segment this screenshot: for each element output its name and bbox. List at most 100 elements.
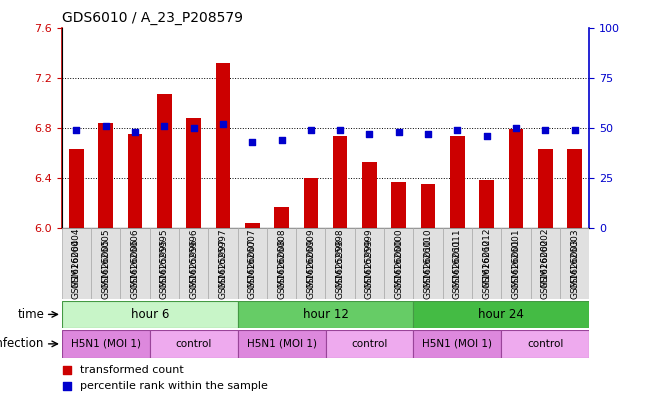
Point [276,137,286,143]
Bar [238,228,267,299]
Text: GSM1625997: GSM1625997 [219,228,227,288]
Bar [333,136,348,228]
Text: hour 6: hour 6 [131,308,169,321]
Bar [384,228,413,299]
Text: GSM1626006: GSM1626006 [131,239,139,299]
Bar [215,62,230,228]
Text: control: control [176,339,212,349]
Text: GSM1626004: GSM1626004 [72,228,81,288]
Bar [421,184,436,228]
Text: GSM1626002: GSM1626002 [541,228,549,288]
Text: GSM1625996: GSM1625996 [189,239,198,299]
Bar [567,149,582,228]
Point [540,127,550,133]
Bar [179,228,208,299]
Text: GSM1626001: GSM1626001 [512,239,520,299]
Bar [508,129,523,228]
Point [569,127,579,133]
Bar [150,330,238,358]
Text: control: control [352,339,387,349]
Bar [391,182,406,228]
Bar [413,301,589,328]
Text: GSM1626007: GSM1626007 [248,239,256,299]
Bar [62,228,91,299]
Bar [267,228,296,299]
Text: GSM1626010: GSM1626010 [424,228,432,288]
Point [335,127,345,133]
Bar [150,228,179,299]
Point [217,121,228,127]
Text: GSM1625995: GSM1625995 [160,228,169,288]
Bar [245,223,260,228]
Text: GSM1626009: GSM1626009 [307,239,315,299]
Text: GSM1626012: GSM1626012 [482,228,491,288]
Bar [69,149,84,228]
Bar [238,330,326,358]
Bar [531,228,560,299]
Bar [62,330,150,358]
Bar [238,301,413,328]
Bar [303,178,318,228]
Text: infection: infection [0,337,44,351]
Text: H5N1 (MOI 1): H5N1 (MOI 1) [247,339,316,349]
Text: GSM1626005: GSM1626005 [102,228,110,288]
Text: GSM1626000: GSM1626000 [395,239,403,299]
Point [247,139,257,145]
Bar [450,136,465,228]
Bar [296,228,326,299]
Text: GSM1625997: GSM1625997 [219,239,227,299]
Text: GSM1626011: GSM1626011 [453,239,462,299]
Text: hour 24: hour 24 [478,308,524,321]
Point [423,130,434,137]
Point [188,125,199,131]
Text: GSM1626001: GSM1626001 [512,228,520,288]
Point [100,123,111,129]
Text: GSM1625995: GSM1625995 [160,239,169,299]
Bar [560,228,589,299]
Text: GSM1626005: GSM1626005 [102,239,110,299]
Bar [186,118,201,228]
Text: GSM1626010: GSM1626010 [424,239,432,299]
Text: GSM1626002: GSM1626002 [541,239,549,299]
Text: GSM1626006: GSM1626006 [131,228,139,288]
Text: GSM1626012: GSM1626012 [482,239,491,299]
Text: GSM1626007: GSM1626007 [248,228,256,288]
Point [62,367,72,373]
Text: time: time [18,308,44,321]
Bar [413,228,443,299]
Bar [538,149,553,228]
Bar [98,123,113,228]
Bar [501,330,589,358]
Bar [472,228,501,299]
Point [130,129,140,135]
Bar [128,134,143,228]
Point [452,127,462,133]
Text: GSM1626003: GSM1626003 [570,228,579,288]
Text: H5N1 (MOI 1): H5N1 (MOI 1) [422,339,492,349]
Bar [355,228,384,299]
Text: GSM1626004: GSM1626004 [72,239,81,299]
Text: control: control [527,339,563,349]
Bar [479,180,494,228]
Text: GSM1625998: GSM1625998 [336,239,344,299]
Bar [443,228,472,299]
Text: hour 12: hour 12 [303,308,348,321]
Bar [208,228,238,299]
Text: percentile rank within the sample: percentile rank within the sample [80,381,268,391]
Text: GSM1626000: GSM1626000 [395,228,403,288]
Bar [413,330,501,358]
Text: GSM1625999: GSM1625999 [365,239,374,299]
Bar [501,228,531,299]
Bar [274,207,289,228]
Point [62,383,72,389]
Point [510,125,521,131]
Text: GSM1626011: GSM1626011 [453,228,462,288]
Bar [62,301,238,328]
Point [159,123,169,129]
Point [364,130,374,137]
Text: GSM1625999: GSM1625999 [365,228,374,288]
Point [393,129,404,135]
Text: transformed count: transformed count [80,365,184,375]
Text: H5N1 (MOI 1): H5N1 (MOI 1) [71,339,141,349]
Bar [326,228,355,299]
